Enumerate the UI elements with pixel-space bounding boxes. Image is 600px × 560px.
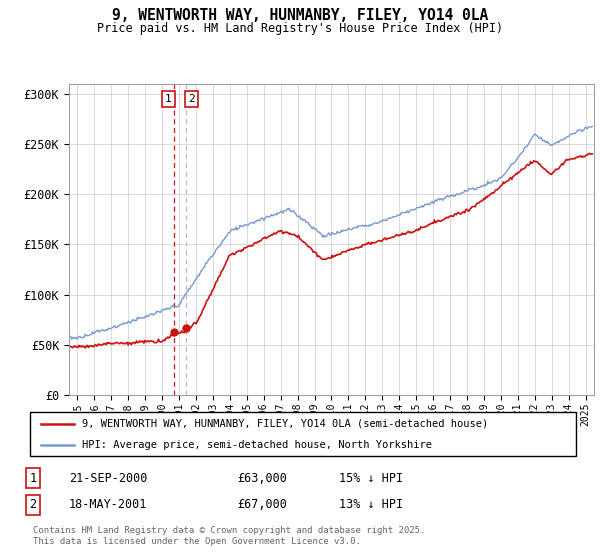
Text: 1: 1 <box>165 94 172 104</box>
Text: 2: 2 <box>188 94 195 104</box>
FancyBboxPatch shape <box>30 412 576 456</box>
Text: Contains HM Land Registry data © Crown copyright and database right 2025.
This d: Contains HM Land Registry data © Crown c… <box>33 526 425 546</box>
Text: £63,000: £63,000 <box>237 472 287 484</box>
Text: 13% ↓ HPI: 13% ↓ HPI <box>339 498 403 511</box>
Text: 2: 2 <box>29 498 37 511</box>
Text: 21-SEP-2000: 21-SEP-2000 <box>69 472 148 484</box>
Text: £67,000: £67,000 <box>237 498 287 511</box>
Text: 18-MAY-2001: 18-MAY-2001 <box>69 498 148 511</box>
Text: HPI: Average price, semi-detached house, North Yorkshire: HPI: Average price, semi-detached house,… <box>82 440 432 450</box>
Text: 9, WENTWORTH WAY, HUNMANBY, FILEY, YO14 0LA (semi-detached house): 9, WENTWORTH WAY, HUNMANBY, FILEY, YO14 … <box>82 419 488 429</box>
Text: Price paid vs. HM Land Registry's House Price Index (HPI): Price paid vs. HM Land Registry's House … <box>97 22 503 35</box>
Text: 15% ↓ HPI: 15% ↓ HPI <box>339 472 403 484</box>
Text: 9, WENTWORTH WAY, HUNMANBY, FILEY, YO14 0LA: 9, WENTWORTH WAY, HUNMANBY, FILEY, YO14 … <box>112 8 488 24</box>
Text: 1: 1 <box>29 472 37 484</box>
